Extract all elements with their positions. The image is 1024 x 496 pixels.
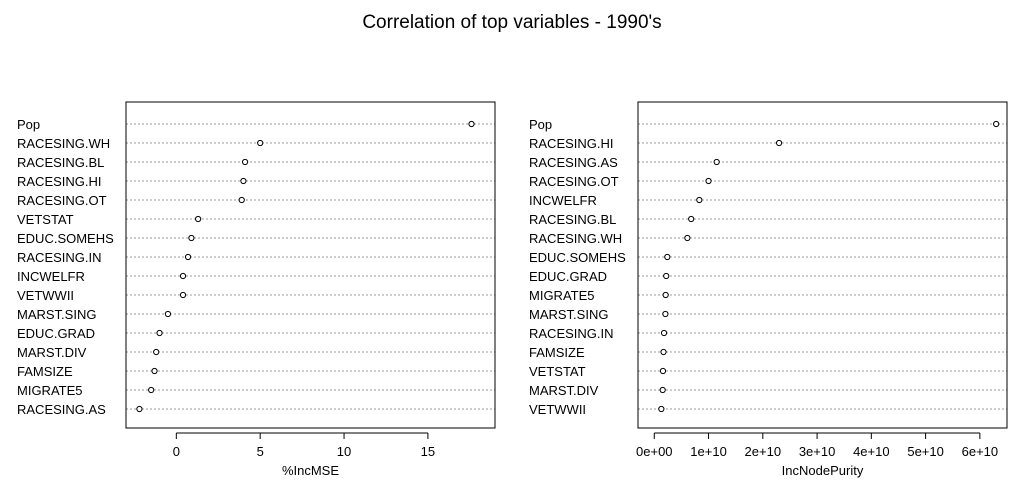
panel-2: Pop RACESING.HI RACESING.AS RACESING.OT INCW… (529, 101, 1008, 478)
data-point (658, 405, 665, 413)
plot-frame (125, 101, 496, 429)
data-point (659, 367, 667, 375)
x-axis-label: %IncMSE (282, 463, 339, 478)
data-point (659, 386, 666, 394)
category-label: FAMSIZE (17, 364, 73, 379)
x-tick-label: 10 (337, 444, 351, 459)
data-point (188, 234, 195, 242)
plot-frame (637, 101, 1008, 429)
data-point (662, 310, 669, 318)
category-label: Pop (529, 117, 552, 132)
category-label: Pop (17, 117, 40, 132)
category-label: INCWELFR (17, 269, 85, 284)
x-tick-label: 2e+10 (745, 444, 782, 459)
data-point (664, 253, 671, 261)
data-point (660, 329, 668, 337)
data-point (696, 196, 703, 204)
category-label: FAMSIZE (529, 345, 585, 360)
data-point (257, 139, 264, 147)
category-label: EDUC.GRAD (17, 326, 95, 341)
category-label: RACESING.BL (529, 212, 616, 227)
data-point (153, 348, 160, 356)
category-label: RACESING.HI (529, 136, 614, 151)
panel-1: Pop RACESING.WH RACESING.BL RACESING.HI RACE… (17, 101, 496, 478)
data-point (713, 158, 720, 166)
category-label: MARST.SING (529, 307, 608, 322)
data-point (468, 120, 475, 128)
chart-title: Correlation of top variables - 1990's (362, 12, 662, 33)
data-point (775, 139, 783, 147)
x-axis-label: IncNodePurity (782, 463, 864, 478)
category-label: VETSTAT (529, 364, 586, 379)
x-tick-label: 0 (173, 444, 180, 459)
data-point (688, 215, 695, 223)
data-point (238, 196, 245, 204)
category-label: RACESING.BL (17, 155, 104, 170)
data-point (663, 272, 670, 280)
x-tick-label: 6e+10 (962, 444, 999, 459)
category-label: RACESING.AS (529, 155, 618, 170)
category-label: MARST.SING (17, 307, 96, 322)
data-point (179, 291, 187, 299)
category-label: RACESING.IN (17, 250, 102, 265)
data-point (136, 405, 143, 413)
x-tick-label: 4e+10 (853, 444, 890, 459)
data-point (705, 177, 712, 185)
category-label: VETSTAT (17, 212, 74, 227)
category-label: MARST.DIV (17, 345, 87, 360)
category-label: RACESING.OT (529, 174, 619, 189)
x-tick-label: 5e+10 (907, 444, 944, 459)
data-point (184, 253, 192, 261)
data-point (662, 291, 669, 299)
category-label: RACESING.HI (17, 174, 102, 189)
category-label: VETWWII (529, 402, 586, 417)
data-point (240, 177, 247, 185)
category-label: INCWELFR (529, 193, 597, 208)
data-point (195, 215, 202, 223)
data-point (148, 386, 155, 394)
category-label: RACESING.WH (17, 136, 110, 151)
category-label: EDUC.SOMEHS (17, 231, 114, 246)
category-label: RACESING.AS (17, 402, 106, 417)
category-label: MARST.DIV (529, 383, 599, 398)
data-point (151, 367, 158, 375)
category-label: RACESING.WH (529, 231, 622, 246)
data-point (660, 348, 667, 356)
category-label: EDUC.SOMEHS (529, 250, 626, 265)
category-label: RACESING.IN (529, 326, 614, 341)
category-label: MIGRATE5 (529, 288, 595, 303)
x-tick-label: 15 (421, 444, 435, 459)
data-point (156, 329, 163, 337)
category-label: MIGRATE5 (17, 383, 83, 398)
category-label: VETWWII (17, 288, 74, 303)
category-label: EDUC.GRAD (529, 269, 607, 284)
data-point (241, 158, 249, 166)
x-tick-label: 5 (257, 444, 264, 459)
data-point (179, 272, 187, 280)
x-tick-label: 1e+10 (690, 444, 727, 459)
x-tick-label: 3e+10 (799, 444, 836, 459)
data-point (993, 120, 1000, 128)
data-point (164, 310, 172, 318)
data-point (684, 234, 691, 242)
x-tick-label: 0e+00 (636, 444, 673, 459)
category-label: RACESING.OT (17, 193, 107, 208)
